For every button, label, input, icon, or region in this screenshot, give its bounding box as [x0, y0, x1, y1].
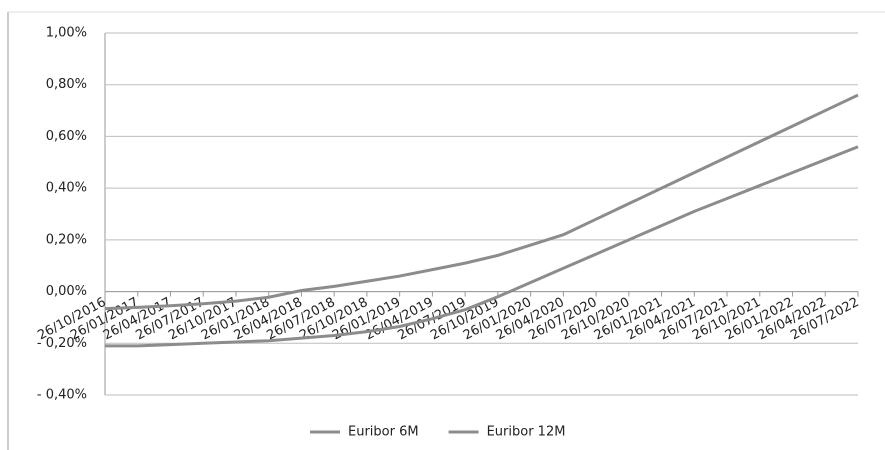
legend-label: Euribor 12M: [487, 425, 566, 440]
legend-label: Euribor 6M: [348, 425, 419, 440]
y-tick-label: 0,60%: [46, 129, 87, 144]
y-tick-label: 0,20%: [46, 232, 87, 247]
y-tick-label: 0,40%: [46, 181, 87, 196]
y-tick-label: 0,00%: [46, 284, 87, 299]
y-tick-label: - 0,40%: [37, 388, 87, 403]
y-tick-label: 1,00%: [46, 26, 87, 41]
y-tick-label: - 0,20%: [37, 336, 87, 351]
series-line: [104, 93, 859, 311]
y-tick-label: 0,80%: [46, 77, 87, 92]
series-line: [105, 145, 859, 348]
